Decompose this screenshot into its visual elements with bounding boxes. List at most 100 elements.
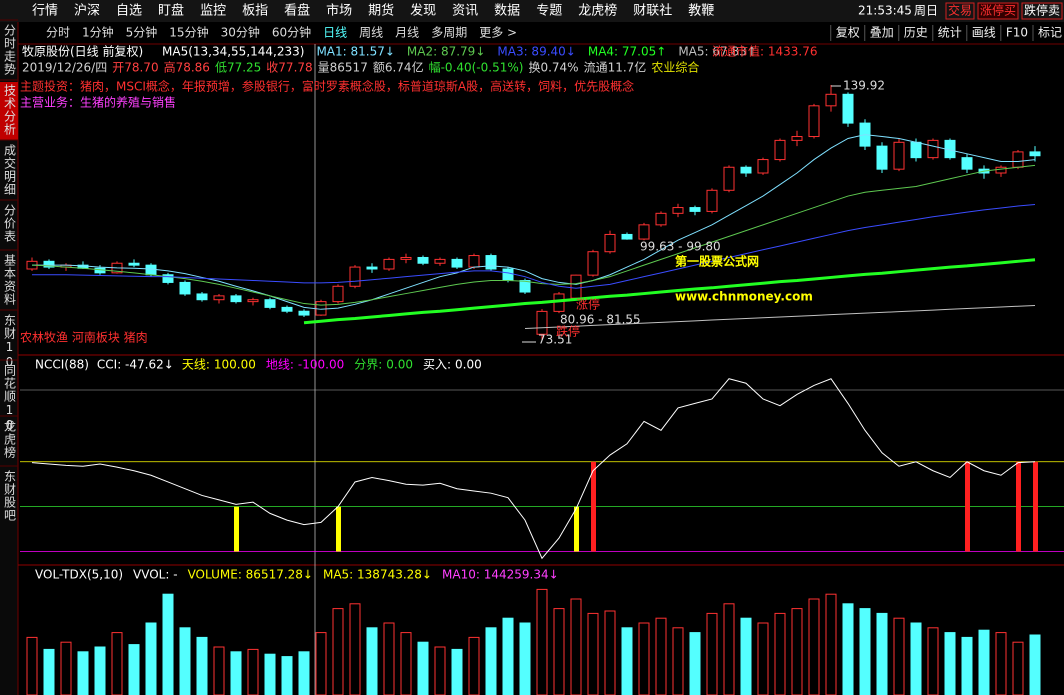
- candle-body: [128, 262, 140, 266]
- quote-field: 额6.74亿: [373, 60, 424, 75]
- ma-line: [524, 304, 1036, 330]
- buy-signal: [1016, 461, 1021, 552]
- period-tab[interactable]: 15分钟: [169, 25, 208, 40]
- trade-button-frame: [945, 2, 975, 20]
- candle-body: [638, 224, 650, 240]
- menu-item[interactable]: 专题: [536, 4, 562, 19]
- menu-item[interactable]: 财联社: [633, 3, 672, 19]
- volume-bar: [553, 608, 565, 695]
- volume-header: VOLUME: 86517.28↓: [188, 568, 313, 582]
- volume-bar: [60, 641, 72, 695]
- menu-item[interactable]: 板指: [242, 4, 268, 19]
- menu-item[interactable]: 发现: [410, 3, 436, 19]
- tool-button[interactable]: 标记: [1038, 26, 1062, 40]
- candle-body: [740, 166, 752, 174]
- tool-button[interactable]: 复权: [836, 26, 860, 40]
- candle-body: [621, 233, 633, 240]
- period-tab[interactable]: 周线: [359, 26, 383, 40]
- menu-item[interactable]: 沪深: [74, 3, 100, 19]
- trade-button[interactable]: 涨停买: [980, 3, 1016, 18]
- level-label: -100.00: [298, 358, 344, 372]
- volume-bar: [349, 603, 361, 695]
- tool-button[interactable]: 统计: [938, 26, 962, 40]
- candle-body: [1029, 151, 1041, 157]
- side-tab[interactable]: 东财10: [3, 314, 17, 370]
- volume-bar: [196, 636, 208, 695]
- buy-signal: [591, 461, 596, 552]
- quote-field: 开78.70: [112, 61, 158, 75]
- menu-item[interactable]: 行情: [32, 4, 58, 19]
- side-tab[interactable]: 成交明细: [3, 144, 17, 196]
- watermark: 第一股票公式网: [675, 254, 759, 269]
- menu-item[interactable]: 自选: [116, 4, 142, 19]
- volume-bar: [621, 627, 633, 695]
- tool-button[interactable]: F10: [1006, 26, 1028, 40]
- candle-body: [247, 299, 259, 303]
- tool-button[interactable]: 画线: [972, 26, 996, 40]
- period-tab[interactable]: 30分钟: [221, 25, 260, 40]
- tool-button[interactable]: 历史: [904, 26, 928, 40]
- trade-button-frame: [977, 2, 1019, 20]
- side-tab[interactable]: 分时走势: [3, 24, 17, 76]
- volume-bar: [536, 588, 548, 695]
- menu-item[interactable]: 龙虎榜: [578, 3, 617, 19]
- menu-item[interactable]: 期货: [368, 3, 394, 19]
- tool-button[interactable]: 叠加: [870, 26, 894, 40]
- period-tab[interactable]: 1分钟: [82, 25, 114, 40]
- candle-body: [723, 166, 735, 191]
- candle-body: [451, 258, 463, 268]
- side-tab[interactable]: 龙虎榜: [3, 420, 17, 459]
- volume-bar: [604, 610, 616, 695]
- trade-button[interactable]: 交易: [948, 3, 972, 18]
- trade-button-frame: [1021, 2, 1063, 20]
- candle-body: [400, 256, 412, 260]
- menu-item[interactable]: 数据: [494, 4, 520, 19]
- candle-body: [417, 256, 429, 264]
- candle-body: [230, 295, 242, 303]
- volume-bar: [247, 648, 259, 695]
- candle-body: [774, 139, 786, 161]
- buy-signal: [965, 461, 970, 552]
- side-tab[interactable]: 东财股吧: [3, 470, 17, 522]
- candle-body: [502, 268, 514, 282]
- volume-bar: [26, 636, 38, 695]
- candle-body: [587, 251, 599, 276]
- volume-bar: [723, 603, 735, 695]
- period-tab[interactable]: 日线: [323, 26, 347, 40]
- volume-bar: [825, 593, 837, 695]
- side-tab[interactable]: 技术分析: [3, 84, 17, 136]
- period-tab[interactable]: 月线: [395, 26, 419, 40]
- volume-bar: [230, 651, 242, 695]
- menu-item[interactable]: 教鞭: [688, 3, 714, 19]
- candle-body: [910, 141, 922, 159]
- volume-bar: [808, 598, 820, 695]
- period-tab[interactable]: 分时: [46, 26, 70, 40]
- period-tab[interactable]: 更多 >: [479, 26, 517, 40]
- period-tab[interactable]: 多周期: [431, 26, 467, 40]
- volume-bar: [893, 617, 905, 695]
- indicator-header: CCI: -47.62↓: [97, 358, 174, 372]
- volume-bar: [179, 627, 191, 695]
- menu-item[interactable]: 监控: [200, 4, 226, 19]
- side-tab[interactable]: 分价表: [3, 204, 17, 243]
- menu-item[interactable]: 市场: [326, 3, 352, 19]
- menu-item[interactable]: 资讯: [452, 4, 478, 19]
- period-tab[interactable]: 5分钟: [126, 25, 158, 40]
- weekday: 周日: [914, 4, 938, 18]
- period-tab[interactable]: 60分钟: [272, 25, 311, 40]
- candle-body: [689, 207, 701, 212]
- menu-item[interactable]: 看盘: [284, 3, 310, 19]
- volume-bar: [876, 612, 888, 695]
- buy-label: 买入:: [423, 358, 451, 372]
- buy-signal: [336, 506, 341, 552]
- menu-item[interactable]: 盯盘: [158, 3, 184, 19]
- candle-body: [842, 93, 854, 124]
- volume-bar: [43, 648, 55, 695]
- trade-button[interactable]: 跌停卖: [1024, 3, 1060, 18]
- stock-title: 牧原股份(日线 前复权): [22, 44, 143, 59]
- candle-body: [927, 139, 939, 159]
- side-tab[interactable]: 基本资料: [3, 254, 17, 306]
- candle-body: [264, 299, 276, 308]
